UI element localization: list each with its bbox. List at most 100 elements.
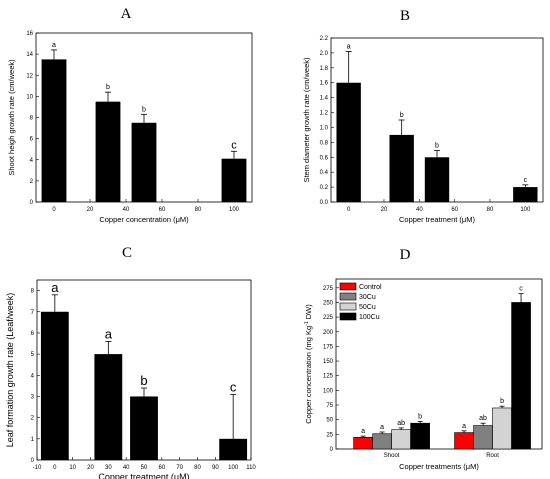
significance-letter: c — [231, 139, 237, 151]
y-tick-label: 75 — [326, 403, 333, 409]
y-tick-label: 0 — [31, 458, 35, 464]
y-tick-label: 1 — [31, 437, 35, 443]
x-tick-label: 40 — [416, 207, 423, 213]
y-tick-label: 8 — [31, 289, 35, 295]
y-tick-label: 1.2 — [320, 111, 329, 117]
legend-swatch-30cu — [339, 292, 357, 301]
x-category-label: Shoot — [384, 453, 400, 459]
legend-swatch-50cu — [339, 302, 357, 311]
significance-letter: ab — [397, 420, 405, 427]
x-tick-label: 90 — [212, 465, 219, 471]
x-tick-label: 10 — [69, 465, 76, 471]
y-tick-label: 8 — [30, 116, 34, 122]
x-tick-label: 20 — [87, 207, 94, 213]
x-tick-label: 50 — [141, 465, 148, 471]
x-tick-label: 60 — [451, 207, 458, 213]
x-tick-label: 40 — [123, 465, 130, 471]
y-tick-label: 2 — [31, 416, 35, 422]
y-tick-label: 0.8 — [320, 140, 329, 146]
y-tick-label: 2.0 — [320, 51, 329, 57]
significance-letter: c — [524, 177, 528, 184]
significance-letter: b — [435, 143, 439, 150]
y-tick-label: 225 — [323, 315, 334, 321]
y-axis-label: Stem diameter growth rate (cm/week) — [302, 57, 311, 183]
y-tick-label: 12 — [26, 73, 33, 79]
x-tick-label: 0 — [53, 465, 57, 471]
y-axis-label: Leaf formation growth rate (Leaf/week) — [5, 293, 15, 448]
bar — [221, 158, 247, 202]
y-axis-label-end: DW) — [304, 304, 313, 322]
significance-letter: ab — [479, 415, 487, 422]
x-tick-label: 60 — [159, 207, 166, 213]
y-axis-label-main: Copper concentration (mg Kg — [304, 326, 313, 424]
x-tick-label: 20 — [381, 207, 388, 213]
legend-label-30cu: 30Cu — [359, 294, 376, 301]
y-axis-label: Shoot heigh growth rate (cm/week) — [7, 59, 16, 176]
significance-letter: a — [462, 423, 466, 430]
x-tick-label: 0 — [347, 207, 351, 213]
y-tick-label: 2 — [30, 179, 34, 185]
significance-letter: b — [106, 84, 110, 91]
panel-letter-d: D — [400, 247, 411, 263]
panel-letter-b: B — [400, 8, 410, 24]
panel-letter-c: C — [122, 245, 132, 261]
y-tick-label: 0 — [330, 447, 334, 453]
x-axis-label: Copper treatments (μM) — [399, 462, 479, 471]
bar-30cu — [372, 433, 392, 450]
bar-30cu — [473, 425, 493, 450]
plot-frame — [335, 278, 543, 450]
y-tick-label: 3 — [31, 394, 35, 400]
y-tick-label: 175 — [323, 344, 334, 350]
x-tick-label: -10 — [33, 465, 42, 471]
y-tick-label: 100 — [323, 388, 334, 394]
bar-100cu — [511, 302, 531, 450]
y-tick-label: 10 — [26, 94, 33, 100]
panel-letter-a: A — [121, 6, 132, 22]
y-tick-label: 1.4 — [320, 96, 329, 102]
bar-100cu — [410, 422, 430, 450]
x-tick-label: 60 — [158, 465, 165, 471]
y-tick-label: 125 — [323, 374, 334, 380]
significance-letter: a — [52, 42, 56, 49]
bar — [95, 101, 121, 202]
legend-swatch-100cu — [339, 312, 357, 321]
chart-panel-a: A 0 2 4 6 8 10 12 14 16 0 20 40 60 80 100 a b b c Copper con… — [7, 6, 253, 224]
y-tick-label: 25 — [326, 432, 333, 438]
y-tick-label: 50 — [326, 418, 333, 424]
y-tick-label: 0.6 — [320, 155, 329, 161]
y-tick-label: 200 — [323, 330, 334, 336]
bar — [336, 82, 361, 202]
significance-letter: c — [519, 286, 523, 293]
x-tick-label: 80 — [195, 207, 202, 213]
legend-label-control: Control — [359, 284, 382, 291]
y-axis-label: Copper concentration (mg Kg-1 DW) — [304, 304, 313, 424]
y-tick-label: 275 — [323, 286, 334, 292]
y-tick-label: 1.8 — [320, 66, 329, 72]
x-tick-label: 40 — [123, 207, 130, 213]
bar — [94, 354, 123, 460]
y-tick-label: 0.2 — [320, 185, 329, 191]
bar — [424, 157, 450, 202]
significance-letter: c — [230, 379, 237, 394]
bar — [40, 311, 69, 460]
bar — [41, 59, 67, 202]
y-tick-label: 150 — [323, 359, 334, 365]
legend-label-100cu: 100Cu — [359, 314, 380, 321]
bar — [513, 187, 538, 202]
y-tick-label: 0.0 — [320, 200, 329, 206]
x-tick-label: 0 — [52, 207, 56, 213]
y-tick-label: 2.2 — [320, 36, 329, 42]
significance-letter: b — [500, 398, 504, 405]
y-tick-label: 4 — [30, 158, 34, 164]
bar — [219, 438, 248, 460]
y-tick-label: 4 — [31, 373, 35, 379]
y-tick-label: 16 — [26, 31, 33, 37]
x-tick-label: 80 — [487, 207, 494, 213]
x-tick-label: 20 — [87, 465, 94, 471]
y-tick-label: 5 — [31, 352, 35, 358]
x-axis-label: Copper concentration (μM) — [99, 215, 189, 224]
y-tick-label: 0.4 — [320, 170, 329, 176]
x-tick-label: 110 — [246, 465, 256, 471]
